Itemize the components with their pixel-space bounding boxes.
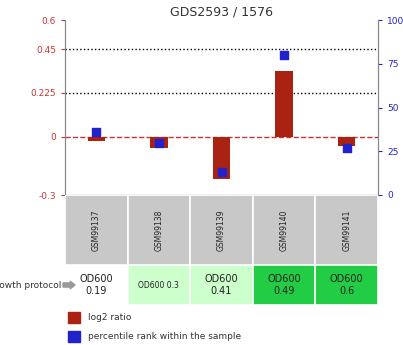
Bar [128,195,190,265]
Bar [338,137,355,146]
Bar [150,137,168,148]
Text: GSM99140: GSM99140 [280,209,289,251]
Bar [316,195,378,265]
Text: OD600
0.41: OD600 0.41 [205,274,238,296]
Bar [316,265,378,305]
Title: GDS2593 / 1576: GDS2593 / 1576 [170,6,273,19]
Point [343,145,350,150]
Text: percentile rank within the sample: percentile rank within the sample [88,332,241,341]
Text: OD600 0.3: OD600 0.3 [139,280,179,289]
Bar [253,195,316,265]
Text: GSM99137: GSM99137 [92,209,101,251]
Text: OD600
0.19: OD600 0.19 [79,274,113,296]
Point [93,129,100,135]
Text: growth protocol: growth protocol [0,280,61,289]
Bar [68,312,80,323]
Text: GSM99138: GSM99138 [154,209,163,251]
Bar [65,195,128,265]
Bar [65,265,128,305]
Bar [87,137,105,140]
Text: GSM99139: GSM99139 [217,209,226,251]
Bar [253,265,316,305]
Point [218,169,225,175]
Point [281,52,287,58]
Bar [190,265,253,305]
Bar [128,265,190,305]
Point [156,140,162,145]
Text: OD600
0.6: OD600 0.6 [330,274,364,296]
Bar [213,137,230,179]
Text: log2 ratio: log2 ratio [88,313,131,322]
Text: OD600
0.49: OD600 0.49 [267,274,301,296]
Bar [190,195,253,265]
Text: GSM99141: GSM99141 [342,209,351,251]
Bar [68,331,80,342]
Bar [275,71,293,137]
